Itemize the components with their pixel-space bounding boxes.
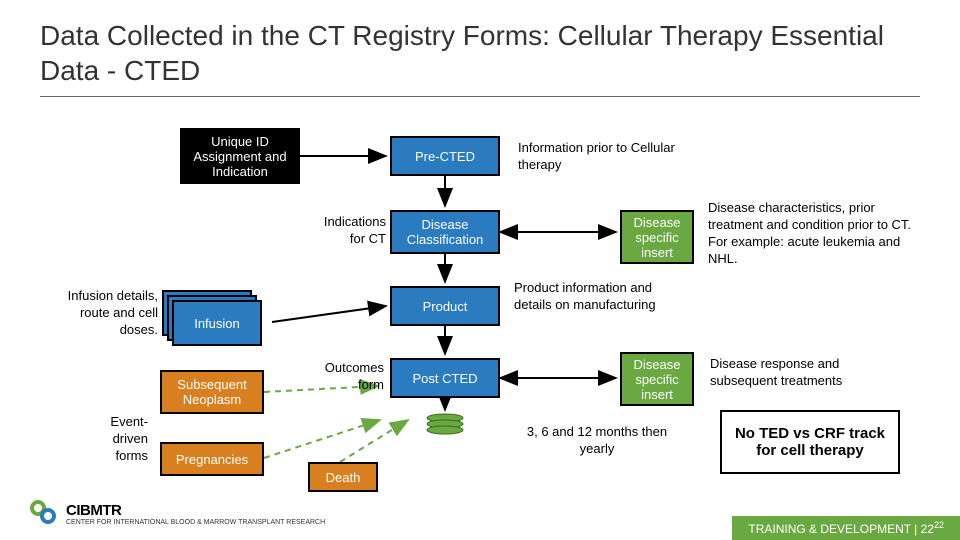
box-dsi1: Disease specific insert <box>620 210 694 264</box>
label-disease_char: Disease characteristics, prior treatment… <box>708 200 918 268</box>
box-disease_class: Disease Classification <box>390 210 500 254</box>
label-disease_resp: Disease response and subsequent treatmen… <box>710 356 880 390</box>
logo: CIBMTR CENTER FOR INTERNATIONAL BLOOD & … <box>30 500 325 528</box>
box-unique_id: Unique ID Assignment and Indication <box>180 128 300 184</box>
box-pre_cted: Pre-CTED <box>390 136 500 176</box>
arrow-10 <box>264 420 380 458</box>
arrow-8 <box>272 306 386 322</box>
box-product: Product <box>390 286 500 326</box>
footer-bar: TRAINING & DEVELOPMENT | 2222 <box>732 516 960 540</box>
logo-tag: CENTER FOR INTERNATIONAL BLOOD & MARROW … <box>66 519 325 527</box>
diagram-canvas: Unique ID Assignment and Indication Pre-C… <box>0 0 960 540</box>
footer-sup: 22 <box>934 520 944 530</box>
label-outcomes: Outcomes form <box>314 360 384 394</box>
box-preg: Pregnancies <box>160 442 264 476</box>
label-event_driven: Event-driven forms <box>88 414 148 465</box>
label-infusion_details: Infusion details, route and cell doses. <box>58 288 158 339</box>
arrow-11 <box>340 420 408 462</box>
box-death: Death <box>308 462 378 492</box>
label-indications: Indications for CT <box>316 214 386 248</box>
label-followup: 3, 6 and 12 months then yearly <box>512 424 682 458</box>
box-noted: No TED vs CRF track for cell therapy <box>720 410 900 474</box>
logo-mark <box>30 500 58 528</box>
label-info_prior: Information prior to Cellular therapy <box>518 140 698 174</box>
infusion-box: Infusion <box>172 300 262 346</box>
footer-text: TRAINING & DEVELOPMENT | 22 <box>748 522 934 536</box>
box-post_cted: Post CTED <box>390 358 500 398</box>
ellipse-0 <box>427 414 463 422</box>
ellipse-2 <box>427 426 463 434</box>
ellipse-1 <box>427 420 463 428</box>
box-subseq: Subsequent Neoplasm <box>160 370 264 414</box>
label-product_info: Product information and details on manuf… <box>514 280 674 314</box>
box-dsi2: Disease specific insert <box>620 352 694 406</box>
logo-brand: CIBMTR <box>66 502 325 519</box>
